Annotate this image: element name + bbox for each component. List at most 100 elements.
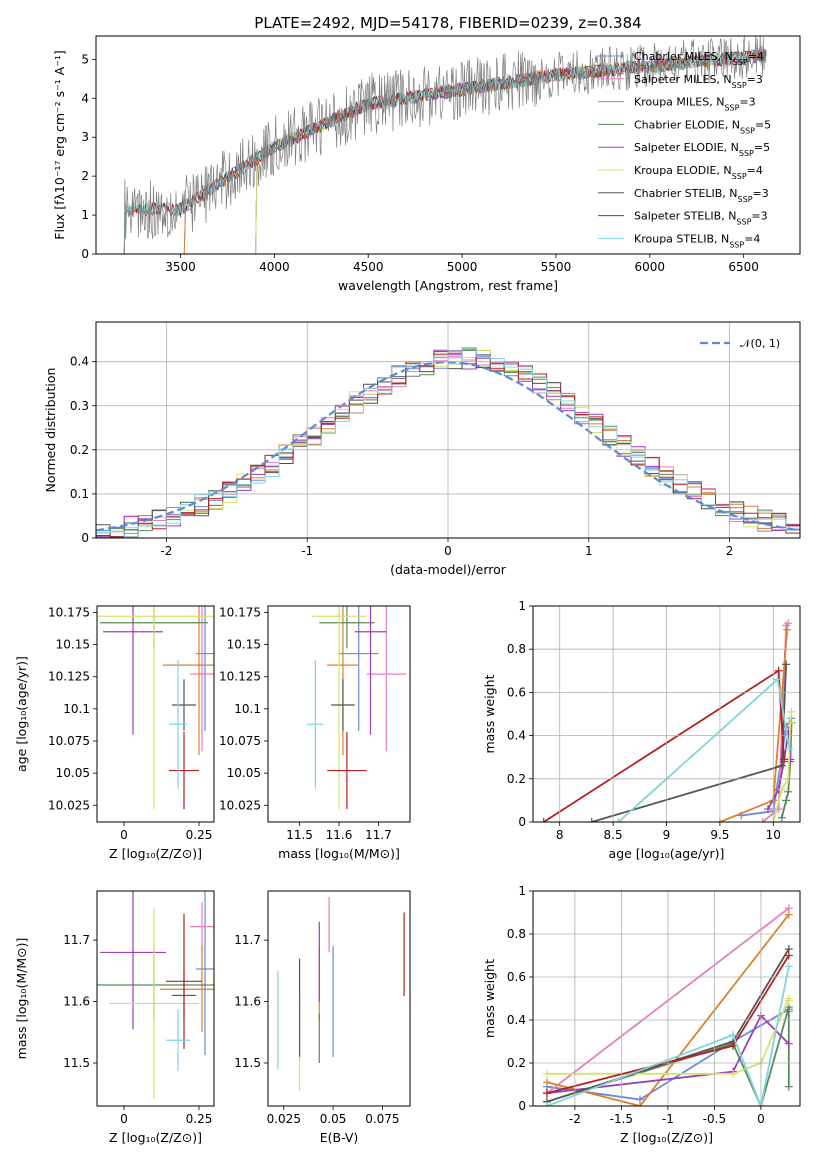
y-tick-label: 10.1 [63,702,90,716]
legend-entry: Chabrier ELODIE, NSSP=5 [634,118,771,135]
plot-area [539,619,796,822]
y-tick-label: 1 [518,599,526,613]
x-tick-label: 0.025 [267,1112,301,1126]
legend-entry-value: =5 [754,141,770,154]
legend-entry-main: Kroupa ELODIE, N [634,164,732,177]
y-tick-label: 0.2 [70,443,89,457]
panel-massweight-vs-Z: -2 -1.5 -1 -0.5 0 0 0.2 0.4 0.6 0.8 1 Z [log₁₀(Z/Z⊙… [482,884,801,1145]
legend-entry: Kroupa MILES, NSSP=3 [634,96,756,113]
y-tick-label: 10.05 [227,766,261,780]
plot-frame [267,605,411,823]
legend-entry-value: =3 [739,96,755,109]
y-axis-label: mass weight [482,674,497,753]
y-tick-label: 0 [81,531,89,545]
weight-line [762,622,789,822]
legend-entry: Kroupa STELIB, NSSP=4 [634,232,760,249]
x-tick-label: 5000 [447,260,478,274]
y-tick-label: 10.15 [227,638,261,652]
panel-mass-vs-Z: 0 0.25 11.5 11.6 11.7 Z [log₁₀(Z/Z⊙)] mass [lo… [14,890,215,1145]
x-tick-label: -2 [569,1112,581,1126]
y-tick-label: 5 [81,52,89,66]
x-axis-label: wavelength [Angstrom, rest frame] [338,278,558,293]
panel-spectrum: 3500 4000 4500 5000 5500 6000 6500 0 1 2 3 4 5 wavele… [52,14,801,293]
y-tick-label: 10.1 [234,702,261,716]
y-axis-label: mass weight [482,959,497,1038]
x-tick-label: -0.5 [703,1112,726,1126]
y-tick-label: 11.5 [63,1056,90,1070]
legend-entry: Salpeter MILES, NSSP=3 [634,73,763,90]
legend-entry-main: Salpeter ELODIE, N [634,141,739,154]
x-tick-label: 8 [556,828,564,842]
x-axis-label: (data-model)/error [390,562,507,577]
y-tick-label: 0.4 [507,729,526,743]
legend-entry-value: =3 [747,73,763,86]
x-tick-label: 11.6 [326,828,353,842]
legend-entry-main: Kroupa STELIB, N [634,232,729,245]
weight-line [591,664,787,822]
y-tick-label: 0 [81,247,89,261]
y-tick-label: 3 [81,130,89,144]
x-tick-label: 0 [757,1112,765,1126]
y-tick-label: 11.5 [234,1056,261,1070]
legend-entry-sub: SSP [738,194,753,203]
x-tick-label: 5500 [541,260,572,274]
plot-area [97,606,214,810]
y-tick-label: 11.7 [63,933,90,947]
panel-massweight-vs-age: 8 8.5 9 9.5 10 0 0.2 0.4 0.6 0.8 1 age [log₁₀(age/y… [482,599,801,861]
y-tick-label: 10.125 [48,670,90,684]
plot-area [97,891,214,1099]
x-tick-label: 11.7 [365,828,392,842]
legend-entry-value: =3 [751,210,767,223]
x-tick-label: 9.5 [710,828,729,842]
x-tick-label: 1 [585,544,593,558]
x-tick-label: 0.05 [320,1112,347,1126]
legend-entry: Kroupa ELODIE, NSSP=4 [634,164,763,181]
y-axis-label: age [log₁₀(age/yr)] [14,656,29,772]
y-tick-label: 11.6 [63,995,90,1009]
y-tick-label: 11.7 [234,933,261,947]
plot-area [307,606,407,810]
x-tick-label: -2 [160,544,172,558]
y-tick-label: 0 [518,1099,526,1113]
y-tick-label: 2 [81,169,89,183]
legend-entry-value: =5 [755,118,771,131]
x-axis-label: Z [log₁₀(Z/Z⊙)] [620,1130,713,1145]
y-tick-label: 10.125 [219,670,261,684]
y-tick-label: 0.8 [507,927,526,941]
x-tick-label: 10 [766,828,781,842]
legend-entry-main: Chabrier ELODIE, N [634,118,740,131]
x-tick-label: 0 [444,544,452,558]
x-tick-label: -1.5 [610,1112,633,1126]
x-tick-label: 0 [120,1112,128,1126]
x-tick-label: 8.5 [604,828,623,842]
panel-age-vs-Z: 0 0.25 10.025 10.05 10.075 10.1 10.125 10.15 10.… [14,605,215,861]
y-tick-label: 0.2 [507,772,526,786]
x-axis-label: Z [log₁₀(Z/Z⊙)] [109,1130,202,1145]
x-tick-label: -1 [662,1112,674,1126]
legend-entry-value: =4 [748,50,764,63]
axis-ticks: 0 0.25 10.025 10.05 10.075 10.1 10.125 10.15 10.… [48,605,212,842]
plot-frame [95,35,801,255]
y-tick-label: 11.6 [234,995,261,1009]
x-tick-label: 11.5 [286,828,313,842]
axis-ticks: 11.5 11.6 11.7 10.025 10.05 10.075 10.1 10.125 1… [219,605,392,842]
x-tick-label: 6500 [728,260,759,274]
legend-entry-sub: SSP [733,58,748,67]
y-axis-label: mass [log₁₀(M/M⊙)] [14,938,29,1060]
x-tick-label: -1 [301,544,313,558]
weight-line [546,966,790,1106]
legend-entry: Salpeter STELIB, NSSP=3 [634,210,768,227]
y-tick-label: 1 [81,208,89,222]
y-tick-label: 0.2 [507,1056,526,1070]
x-tick-label: 6000 [635,260,666,274]
chart-title: PLATE=2492, MJD=54178, FIBERID=0239, z=0… [254,14,641,32]
plot-frame [267,890,411,1107]
x-tick-label: 2 [726,544,734,558]
x-tick-label: 0.075 [365,1112,399,1126]
legend-entry-sub: SSP [724,103,739,112]
y-tick-label: 0.6 [507,685,526,699]
y-axis-label: Normed distribution [43,368,58,493]
plot-frame [532,890,801,1107]
